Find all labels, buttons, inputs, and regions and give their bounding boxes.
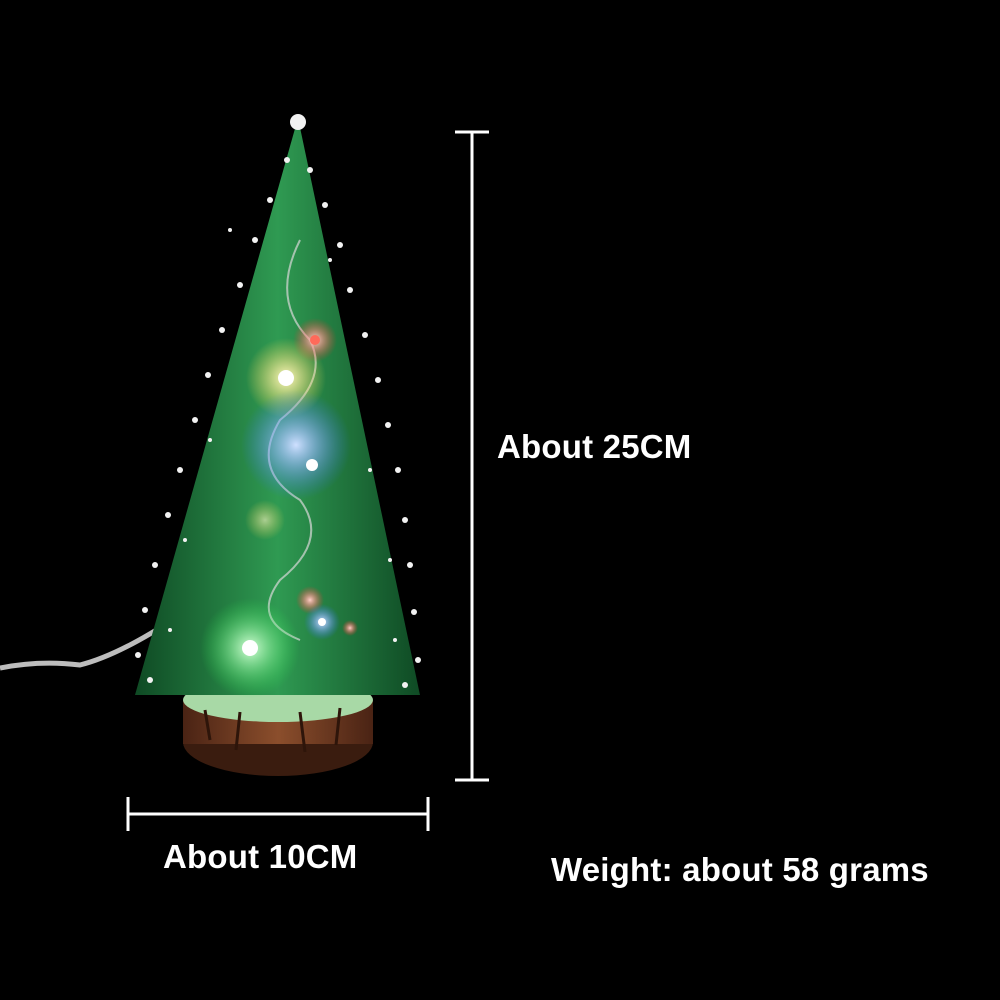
width-measure-bar [126,797,430,831]
red-light-2 [342,620,358,636]
height-label: About 25CM [497,428,692,465]
blue-light [241,390,351,500]
snow-frost [135,114,421,688]
weight-label: Weight: about 58 grams [551,851,929,888]
yellow-light-2 [245,500,285,540]
fairy-lights [200,318,358,698]
width-label: About 10CM [163,838,358,875]
height-measure-bar [455,130,489,782]
usb-cable [0,612,182,671]
